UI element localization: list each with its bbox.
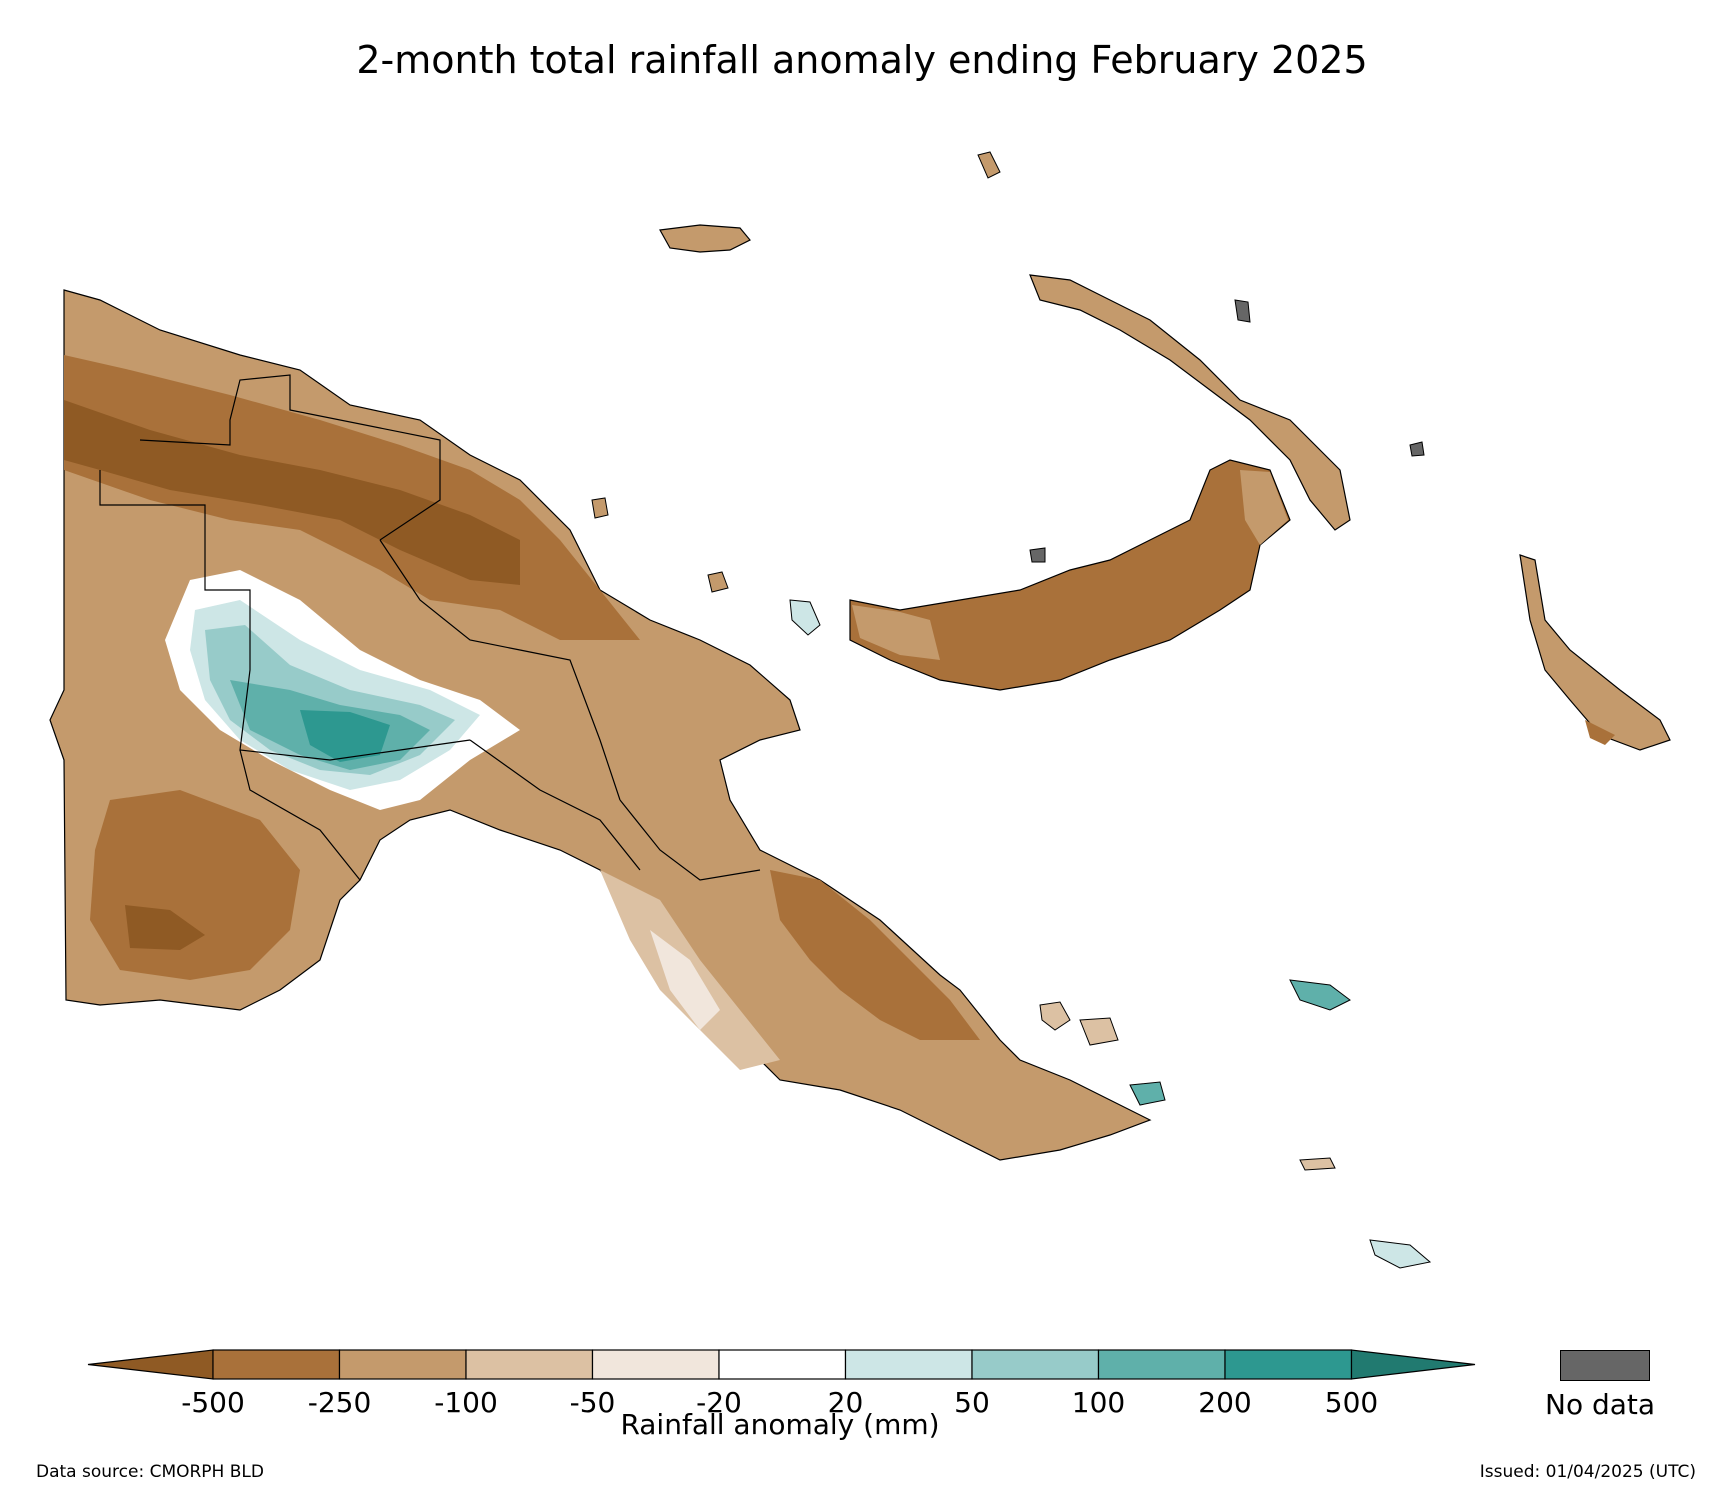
- no-data-island: [1234, 299, 1251, 323]
- new-ireland: [1029, 274, 1351, 531]
- colorbar-tick-label: 100: [1071, 1386, 1126, 1419]
- colorbar-tick-label: 20: [827, 1386, 864, 1419]
- long-island: [591, 497, 609, 519]
- mussau-island: [977, 151, 1001, 179]
- colorbar-bin: [1097, 1349, 1226, 1380]
- new-britain-east-moderate: [1240, 470, 1288, 545]
- province-borders: [99, 374, 761, 881]
- colorbar-bin: [591, 1349, 720, 1380]
- colorbar-bin: [1224, 1349, 1353, 1380]
- colorbar-bin: [718, 1349, 847, 1380]
- colorbar-bin: [971, 1349, 1100, 1380]
- misima-island: [1299, 1157, 1336, 1171]
- colorbar-bin: [844, 1349, 973, 1380]
- colorbar-tick-label: -50: [569, 1386, 616, 1419]
- fergusson-island: [1129, 1081, 1166, 1106]
- no-data-island: [1409, 441, 1425, 457]
- zone-slight-dry-coast: [650, 930, 720, 1030]
- colorbar-tick-label: 50: [954, 1386, 990, 1419]
- colorbar-bin: [338, 1349, 467, 1380]
- bougainville: [1519, 554, 1671, 751]
- rossel-island: [1369, 1239, 1432, 1269]
- zone-extreme-dry-north: [64, 400, 520, 585]
- map-title: 2-month total rainfall anomaly ending Fe…: [356, 38, 1368, 82]
- umboi-east-island: [789, 599, 821, 636]
- zone-dry-southeast: [770, 870, 980, 1040]
- trobriand-island: [1289, 979, 1351, 1011]
- no-data-island: [1029, 547, 1046, 563]
- new-britain-landmass: [849, 459, 1291, 691]
- no-data-label: No data: [1545, 1388, 1656, 1421]
- manus-island: [659, 224, 751, 253]
- colorbar-bin: [465, 1349, 594, 1380]
- umboi-island: [707, 571, 729, 593]
- colorbar-tick-label: 500: [1324, 1386, 1379, 1419]
- colorbar-under-arrow: [87, 1349, 214, 1380]
- colorbar-tick-label: -100: [434, 1386, 498, 1419]
- mainland-png: [49, 289, 1152, 1161]
- colorbar-label: Rainfall anomaly (mm): [620, 1408, 940, 1441]
- issued-date: Issued: 01/04/2025 (UTC): [1479, 1462, 1696, 1482]
- colorbar-tick-label: -250: [307, 1386, 372, 1419]
- zone-wet-200-500: [300, 710, 390, 762]
- zone-extreme-dry-south: [125, 905, 205, 950]
- bougainville-dry-tip: [1585, 720, 1615, 745]
- colorbar-tick-label: 200: [1198, 1386, 1252, 1419]
- colorbar-tick-label: -20: [696, 1386, 742, 1419]
- colorbar-tick-label: -500: [181, 1386, 245, 1419]
- goodenough-island: [1079, 1017, 1119, 1046]
- colorbar-bin: [212, 1349, 341, 1380]
- new-britain-west-moderate: [852, 605, 940, 660]
- new-britain: [849, 459, 1291, 691]
- data-source-note: Data source: CMORPH BLD: [36, 1462, 264, 1482]
- no-data-swatch: [1560, 1350, 1650, 1381]
- colorbar-over-arrow: [1350, 1349, 1476, 1380]
- dentrecasteaux-island: [1039, 1001, 1071, 1031]
